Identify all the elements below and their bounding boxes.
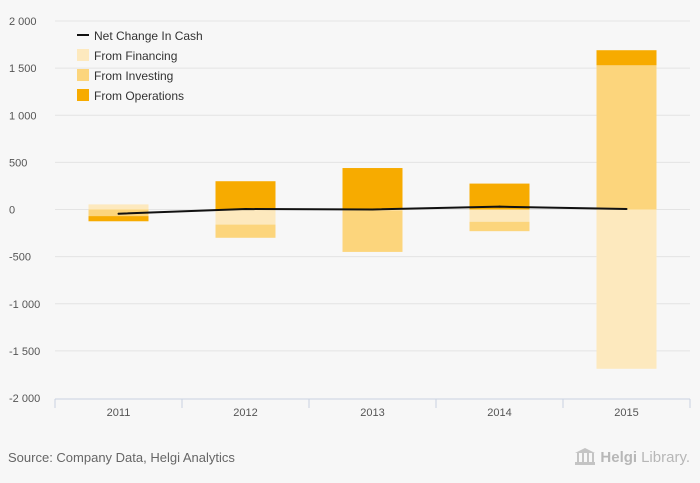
bar-from-financing-2011 xyxy=(88,204,149,210)
x-tick-label: 2011 xyxy=(107,407,131,419)
net-change-point xyxy=(117,212,120,215)
x-tick-label: 2013 xyxy=(360,407,384,419)
bar-from-operations-2014 xyxy=(469,183,530,210)
net-change-point xyxy=(498,205,501,208)
bar-from-investing-2012 xyxy=(215,224,276,238)
bar-from-operations-2011 xyxy=(88,216,149,222)
legend-label-from-operations: From Operations xyxy=(94,89,184,103)
legend-label-net-change-in-cash: Net Change In Cash xyxy=(94,29,203,43)
bar-from-financing-2014 xyxy=(469,209,530,222)
bar-from-investing-2015 xyxy=(596,65,657,210)
y-tick-label: -1 500 xyxy=(9,346,40,358)
bar-from-investing-2013 xyxy=(342,210,403,252)
y-tick-label: 2 000 xyxy=(9,16,37,28)
x-tick-label: 2012 xyxy=(233,407,257,419)
bar-from-financing-2012 xyxy=(215,209,276,225)
helgi-library-logo: Helgi Library. xyxy=(574,448,690,466)
x-tick-label: 2014 xyxy=(487,407,511,419)
grid xyxy=(55,20,690,352)
y-tick-label: 1 500 xyxy=(9,63,37,75)
net-change-point xyxy=(244,208,247,211)
bar-from-financing-2015 xyxy=(596,209,657,369)
logo-sub: Library. xyxy=(641,448,690,466)
y-tick-label: -2 000 xyxy=(9,393,40,405)
legend-swatch-from-financing xyxy=(77,49,89,61)
logo-main: Helgi xyxy=(600,448,638,466)
bar-from-operations-2013 xyxy=(342,168,403,210)
net-change-line-layer xyxy=(117,205,628,215)
y-tick-label: -500 xyxy=(9,252,31,264)
y-tick-label: -1 000 xyxy=(9,299,40,311)
bars xyxy=(88,50,657,369)
x-tick-label: 2015 xyxy=(614,407,638,419)
bar-from-operations-2012 xyxy=(215,181,276,210)
y-tick-label: 500 xyxy=(9,157,27,169)
legend-swatch-from-investing xyxy=(77,69,89,81)
legend: Net Change In Cash From Financing From Inv… xyxy=(77,29,203,103)
net-change-point xyxy=(625,208,628,211)
y-tick-label: 0 xyxy=(9,205,15,217)
net-change-point xyxy=(371,208,374,211)
legend-swatch-from-operations xyxy=(77,89,89,101)
bar-from-operations-2015 xyxy=(596,50,657,66)
legend-label-from-investing: From Investing xyxy=(94,69,173,83)
axes: -2 000 -1 500 -1 000 -500 0 500 1 000 1 500 2 00… xyxy=(9,16,691,419)
legend-label-from-financing: From Financing xyxy=(94,49,177,63)
y-tick-label: 1 000 xyxy=(9,110,37,122)
source-note: Source: Company Data, Helgi Analytics xyxy=(8,450,235,465)
bar-from-investing-2014 xyxy=(469,221,530,232)
library-building-icon xyxy=(575,448,596,465)
